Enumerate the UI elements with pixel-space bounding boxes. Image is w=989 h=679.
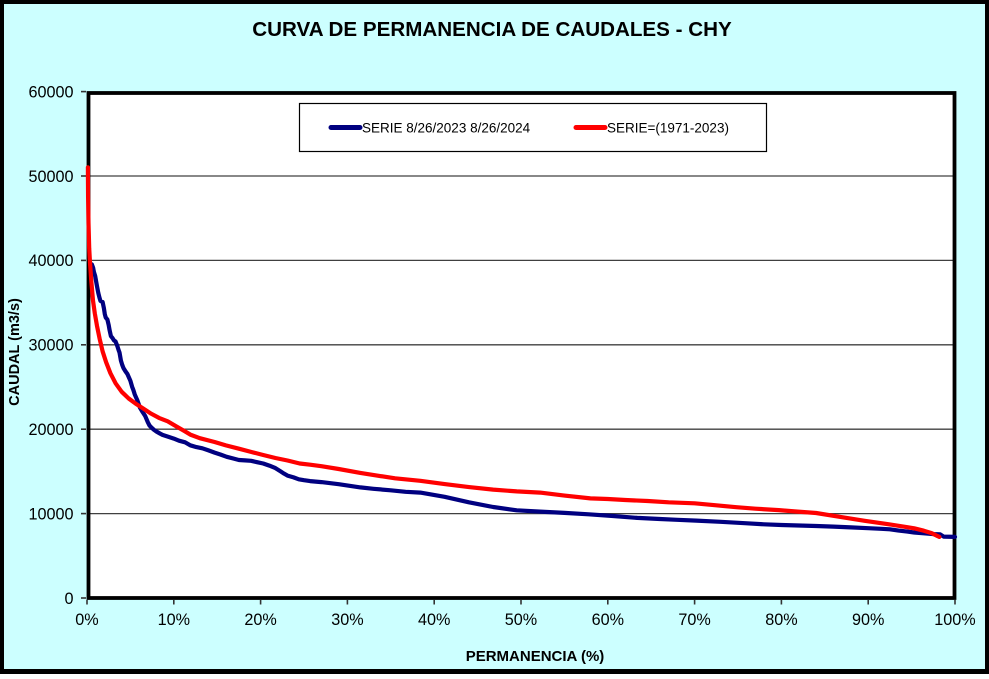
svg-text:CAUDAL (m3/s): CAUDAL (m3/s) [7, 298, 23, 406]
svg-text:10%: 10% [158, 611, 190, 629]
svg-text:30000: 30000 [28, 337, 73, 355]
svg-text:0: 0 [64, 590, 73, 608]
svg-text:60000: 60000 [28, 83, 73, 101]
svg-text:0%: 0% [75, 611, 98, 629]
svg-text:SERIE=(1971-2023): SERIE=(1971-2023) [607, 121, 729, 136]
svg-text:CURVA DE PERMANENCIA DE CAUDAL: CURVA DE PERMANENCIA DE CAUDALES - CHY [252, 18, 732, 41]
svg-text:40%: 40% [418, 611, 450, 629]
svg-text:100%: 100% [934, 611, 975, 629]
svg-text:50%: 50% [505, 611, 537, 629]
svg-text:60%: 60% [592, 611, 624, 629]
svg-text:20%: 20% [244, 611, 276, 629]
svg-text:40000: 40000 [28, 252, 73, 270]
svg-text:80%: 80% [765, 611, 797, 629]
svg-text:PERMANENCIA (%): PERMANENCIA (%) [466, 648, 605, 665]
svg-text:70%: 70% [678, 611, 710, 629]
svg-text:90%: 90% [852, 611, 884, 629]
svg-text:30%: 30% [331, 611, 363, 629]
svg-text:10000: 10000 [28, 505, 73, 523]
svg-text:SERIE 8/26/2023 8/26/2024: SERIE 8/26/2023 8/26/2024 [362, 121, 531, 136]
svg-text:20000: 20000 [28, 421, 73, 439]
svg-text:50000: 50000 [28, 168, 73, 186]
